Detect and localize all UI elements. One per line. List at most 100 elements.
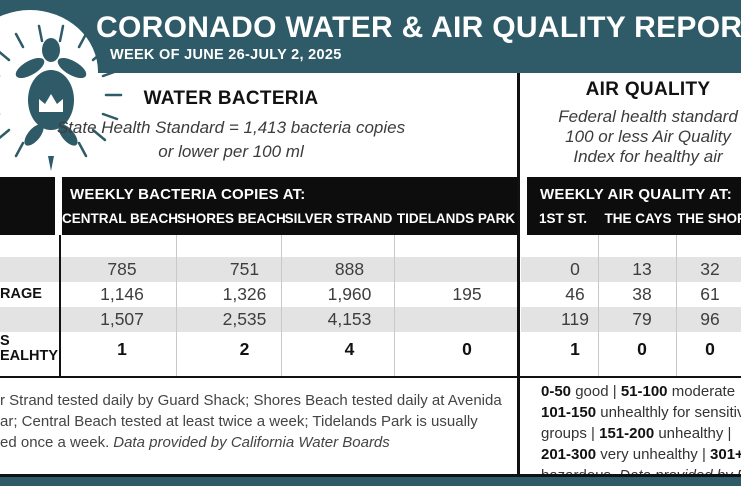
air-row-2: 46 38 61 — [521, 282, 741, 307]
water-column-separator — [176, 235, 177, 376]
water-cell: 1,146 — [100, 284, 144, 304]
legend-text: unhealthly for sensitive — [596, 404, 741, 421]
row-label-header-cell — [0, 177, 55, 235]
water-row-1: 785 751 888 — [0, 257, 517, 282]
water-row-4-label-line1: S — [0, 333, 10, 349]
air-cell: 61 — [700, 284, 720, 304]
water-footnote-line3: ed once a week. Data provided by Californ… — [0, 432, 520, 453]
water-footnote-line3-text: ed once a week. — [0, 434, 110, 451]
legend-range: 301+ — [710, 446, 741, 463]
air-column-separator — [676, 235, 677, 376]
water-section-title: WATER BACTERIA — [143, 88, 319, 109]
water-row-2-label: RAGE — [0, 286, 42, 302]
air-cell: 0 — [570, 259, 580, 279]
water-cell: 1,960 — [327, 284, 372, 304]
water-cell: 1,507 — [100, 309, 144, 329]
water-cell: 4,153 — [327, 309, 372, 329]
column-header-the-shores: THE SHORES — [677, 211, 741, 226]
air-standard-line3: Index for healthy air — [573, 147, 723, 166]
water-footnote-line1: r Strand tested daily by Guard Shack; Sh… — [0, 392, 502, 409]
header-band — [0, 0, 741, 73]
water-cell: 1 — [117, 338, 127, 359]
table-bottom-border — [0, 376, 741, 378]
water-row-2: RAGE 1,146 1,326 1,960 195 — [0, 282, 517, 307]
legend-range: 101-150 — [541, 404, 597, 421]
legend-text: moderate — [667, 383, 736, 400]
legend-text: good | — [571, 383, 621, 400]
air-cell: 38 — [632, 284, 652, 304]
water-footnote-line2: ar; Central Beach tested at least twice … — [0, 413, 478, 430]
legend-range: 151-200 — [599, 425, 655, 442]
water-cell: 888 — [334, 259, 365, 279]
column-header-tidelands-park: TIDELANDS PARK — [396, 211, 516, 226]
column-header-shores-beach: SHORES BEACH — [177, 211, 286, 226]
water-cell: 751 — [229, 259, 260, 279]
air-cell: 0 — [637, 338, 647, 359]
water-cell: 1,326 — [222, 284, 267, 304]
water-table-header: WEEKLY BACTERIA COPIES AT: CENTRAL BEACH… — [62, 177, 517, 235]
air-quality-legend: 0-50 good | 51-100 moderate 101-150 unhe… — [541, 381, 741, 486]
water-cell: 4 — [344, 338, 355, 359]
turtle-silhouette — [15, 38, 87, 171]
water-row-3: 1,507 2,535 4,153 — [0, 307, 517, 332]
air-row-1: 0 13 32 — [521, 257, 741, 282]
footer-border — [0, 474, 741, 477]
water-column-separator — [394, 235, 395, 376]
air-standard-line2: 100 or less Air Quality — [565, 127, 731, 146]
water-cell: 2 — [239, 338, 250, 359]
legend-range: 201-300 — [541, 446, 597, 463]
section-divider — [517, 73, 520, 477]
water-table-title: WEEKLY BACTERIA COPIES AT: — [70, 186, 306, 203]
air-column-headers: 1ST ST. THE CAYS THE SHORES — [527, 211, 741, 226]
water-column-separator — [281, 235, 282, 376]
turtle-crown-logo — [0, 10, 123, 171]
legend-text: unhealthy | — [654, 425, 732, 442]
water-data-source: Data provided by California Water Boards — [113, 434, 390, 451]
water-footnote: r Strand tested daily by Guard Shack; Sh… — [0, 390, 520, 453]
air-cell: 46 — [565, 284, 585, 304]
air-cell: 96 — [700, 309, 720, 329]
water-cell: 195 — [452, 284, 482, 304]
water-standard-line2: or lower per 100 ml — [158, 142, 304, 161]
legend-text: groups | — [541, 425, 600, 442]
column-header-the-cays: THE CAYS — [604, 211, 672, 226]
report-title: CORONADO WATER & AIR QUALITY REPORT — [96, 11, 741, 44]
column-header-silver-strand: SILVER STRAND — [284, 211, 393, 226]
column-header-central-beach: CENTRAL BEACH — [62, 211, 179, 226]
legend-line2: 101-150 unhealthly for sensitive — [541, 402, 741, 423]
water-body-left-border — [59, 235, 61, 376]
air-cell: 79 — [632, 309, 652, 329]
air-standard-line1: Federal health standard — [558, 107, 738, 126]
air-row-4: 1 0 0 — [521, 332, 741, 366]
air-section-title: AIR QUALITY — [585, 79, 711, 100]
legend-range: 51-100 — [620, 383, 668, 400]
water-row-4-label-line2: EALHTY — [0, 348, 58, 364]
legend-line4: 201-300 very unhealthy | 301+ — [541, 444, 741, 465]
water-cell: 785 — [107, 259, 137, 279]
air-cell: 119 — [561, 309, 589, 329]
air-column-separator — [598, 235, 599, 376]
crown-icon — [39, 94, 63, 112]
legend-range: 0-50 — [541, 383, 572, 400]
air-table-title: WEEKLY AIR QUALITY AT: — [540, 186, 732, 203]
report-week: WEEK OF JUNE 26-JULY 2, 2025 — [110, 47, 342, 63]
air-cell: 32 — [700, 259, 720, 279]
water-row-4-label: S EALHTY — [0, 334, 59, 364]
footer-teal-bar — [0, 477, 741, 486]
legend-line3: groups | 151-200 unhealthy | — [541, 423, 741, 444]
air-row-3: 119 79 96 — [521, 307, 741, 332]
water-cell: 2,535 — [222, 309, 267, 329]
water-section-intro: WATER BACTERIA State Health Standard = 1… — [0, 88, 462, 164]
logo-ray-burst — [0, 24, 123, 158]
water-cell: 0 — [462, 338, 472, 359]
legend-line1: 0-50 good | 51-100 moderate — [541, 381, 741, 402]
air-section-intro: AIR QUALITY Federal health standard 100 … — [522, 79, 741, 167]
air-cell: 1 — [570, 338, 580, 359]
air-cell: 0 — [705, 338, 715, 359]
column-header-1st-st: 1ST ST. — [538, 211, 587, 226]
water-standard-line1: State Health Standard = 1,413 bacteria c… — [56, 118, 406, 137]
legend-text: very unhealthy | — [596, 446, 711, 463]
water-row-4: S EALHTY 1 2 4 0 — [0, 332, 517, 366]
water-column-headers: CENTRAL BEACH SHORES BEACH SILVER STRAND… — [62, 211, 517, 226]
